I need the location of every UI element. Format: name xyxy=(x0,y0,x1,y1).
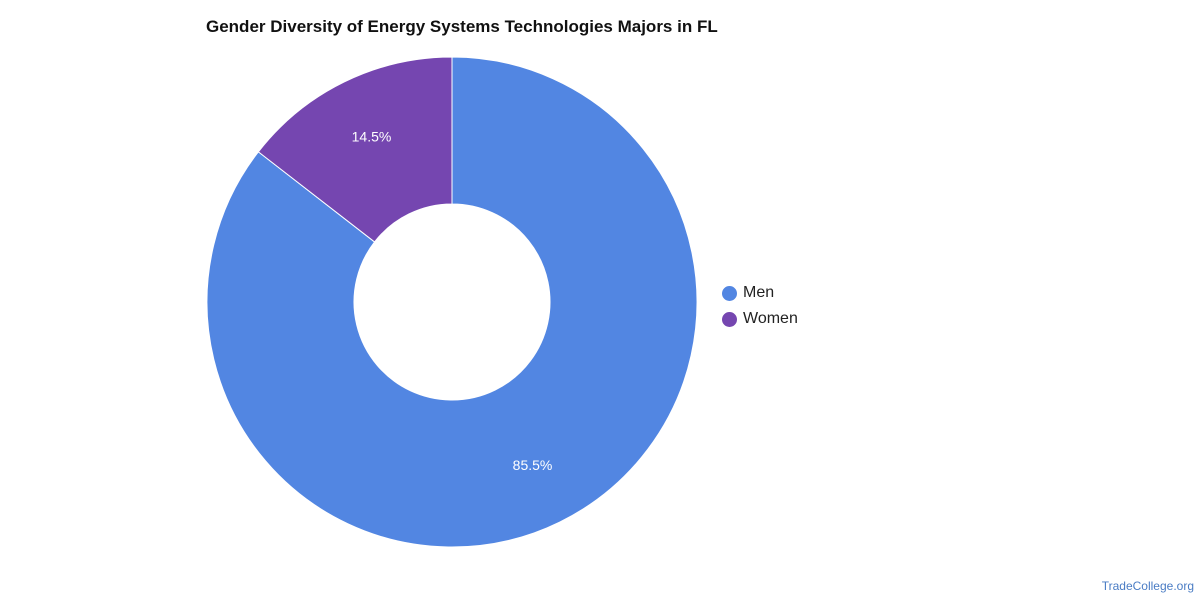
legend: Men Women xyxy=(722,280,798,332)
legend-label-men: Men xyxy=(743,284,775,301)
legend-item-men[interactable]: Men xyxy=(722,280,798,306)
slice-label-women: 14.5% xyxy=(352,128,392,144)
legend-swatch-women xyxy=(722,311,737,327)
slice-women[interactable] xyxy=(257,56,453,243)
legend-swatch-men xyxy=(722,285,737,301)
legend-item-women[interactable]: Women xyxy=(722,306,798,332)
slice-men[interactable] xyxy=(206,56,698,548)
legend-label-women: Women xyxy=(743,310,798,327)
slice-label-men: 85.5% xyxy=(513,457,553,473)
chart-title: Gender Diversity of Energy Systems Techn… xyxy=(206,17,718,36)
credit-link[interactable]: TradeCollege.org xyxy=(1101,579,1194,593)
